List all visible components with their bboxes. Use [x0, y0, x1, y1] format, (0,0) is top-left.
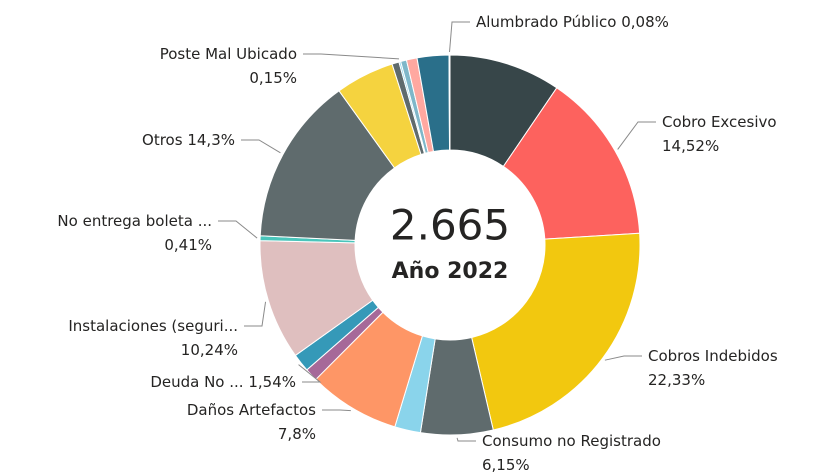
leader-line — [303, 53, 400, 60]
slice-percent: 14,52% — [662, 137, 719, 155]
total: 2.665 — [390, 201, 510, 250]
slice — [471, 232, 641, 431]
leader-line — [218, 220, 258, 239]
slice-percent: 1,54% — [248, 373, 296, 391]
slice-label: Cobro Excesivo 14,52% — [662, 113, 777, 155]
slice-percent: 14,3% — [187, 131, 235, 149]
leader-line — [456, 437, 476, 442]
leader-line — [298, 364, 322, 383]
slice-label: Daños Artefactos 7,8% — [187, 401, 316, 443]
slice-name: Cobros Indebidos — [648, 347, 778, 365]
slice-name: Alumbrado Público — [476, 13, 616, 31]
leader-line — [241, 139, 281, 154]
slice-name: No entrega boleta ... — [57, 212, 212, 230]
slice — [448, 54, 451, 151]
slice-percent: 0,41% — [164, 236, 212, 254]
slice-percent: 0,15% — [249, 69, 297, 87]
subtitle: Año 2022 — [392, 259, 509, 284]
leader-line — [617, 121, 656, 150]
slice-name: Deuda No ... — [150, 373, 243, 391]
slice-percent: 10,24% — [181, 341, 238, 359]
slice-label: No entrega boleta ... 0,41% — [57, 212, 212, 254]
leader-line — [604, 355, 642, 361]
slice-name: Consumo no Registrado — [482, 432, 661, 450]
slice-percent: 0,08% — [621, 13, 669, 31]
slice-label: Otros 14,3% — [142, 131, 235, 149]
slice-name: Instalaciones (seguri... — [68, 317, 238, 335]
slice-label: Cobros Indebidos 22,33% — [648, 347, 778, 389]
leader-line — [449, 21, 470, 53]
slice-percent: 7,8% — [278, 425, 316, 443]
slice-name: Poste Mal Ubicado — [160, 45, 297, 63]
slice-label: Poste Mal Ubicado 0,15% — [160, 45, 297, 87]
slice-name: Otros — [142, 131, 183, 149]
slice-label: Instalaciones (seguri... 10,24% — [68, 317, 238, 359]
slice-label: Deuda No ... 1,54% — [150, 373, 296, 391]
slice — [502, 87, 641, 240]
slice-name: Cobro Excesivo — [662, 113, 777, 131]
leader-line — [322, 409, 351, 412]
slice-percent: 22,33% — [648, 371, 705, 389]
slice-percent: 6,15% — [482, 456, 530, 474]
slice-label: Alumbrado Público 0,08% — [476, 13, 669, 31]
slice-name: Daños Artefactos — [187, 401, 316, 419]
leader-line — [244, 301, 267, 327]
slice-label: Consumo no Registrado 6,15% — [482, 432, 661, 474]
